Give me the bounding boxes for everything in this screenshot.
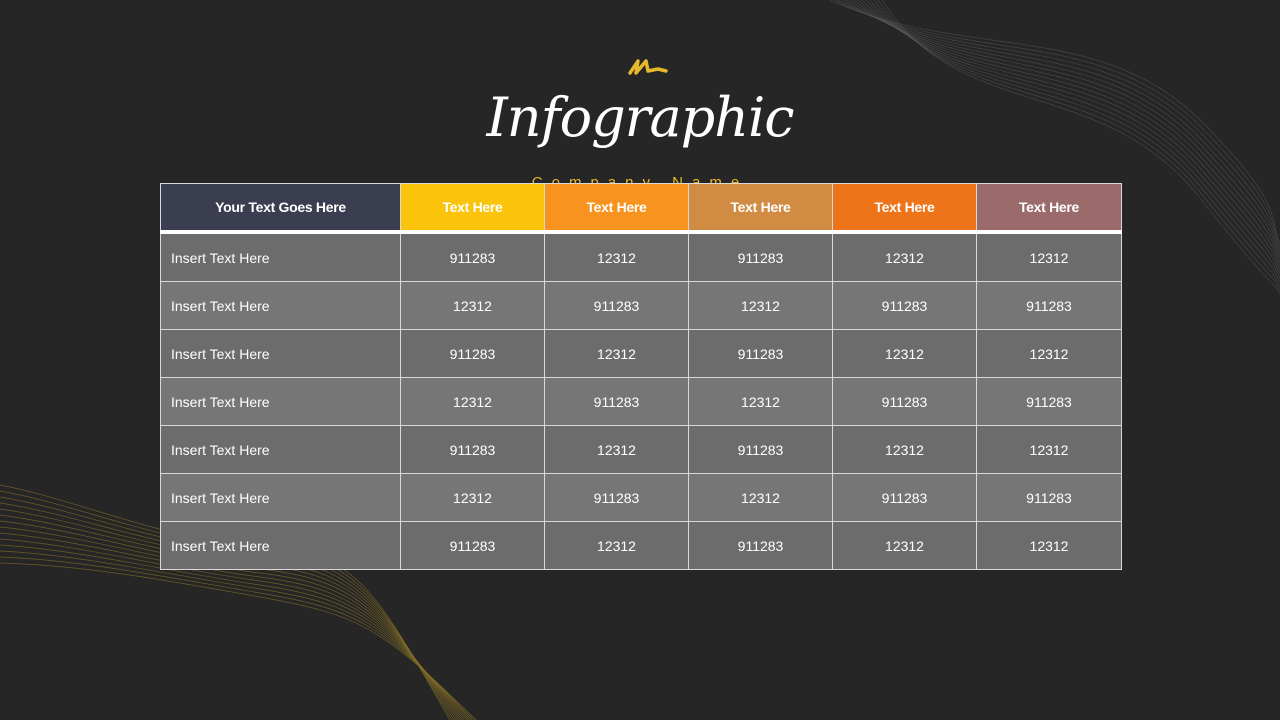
wave-line [0, 556, 475, 720]
table-cell: 911283 [976, 473, 1122, 522]
wave-line [837, 0, 1280, 252]
table-cell: 12312 [976, 329, 1122, 378]
table-cell: 12312 [832, 329, 977, 378]
wave-line [865, 0, 1280, 280]
table-cell: 911283 [400, 329, 545, 378]
column-header: Text Here [544, 183, 689, 233]
table-cell: 12312 [976, 231, 1122, 282]
table-cell: 911283 [400, 521, 545, 570]
wave-line [0, 550, 473, 720]
table-cell: 12312 [832, 425, 977, 474]
wave-line [861, 0, 1280, 276]
table-row: Insert Text Here 12312 911283 12312 911283 91… [160, 281, 1122, 330]
wave-line [869, 0, 1280, 283]
row-label: Insert Text Here [160, 473, 401, 522]
table-cell: 911283 [400, 425, 545, 474]
table-row: Insert Text Here 12312 911283 12312 911283 91… [160, 377, 1122, 426]
table-cell: 911283 [688, 231, 833, 282]
table-cell: 12312 [688, 281, 833, 330]
table-cell: 12312 [544, 231, 689, 282]
table-cell: 12312 [544, 425, 689, 474]
row-label: Insert Text Here [160, 425, 401, 474]
table-cell: 911283 [544, 377, 689, 426]
wave-line [853, 0, 1280, 268]
wave-line [829, 0, 1280, 244]
table-row: Insert Text Here 911283 12312 911283 12312 12… [160, 521, 1122, 570]
table-cell: 12312 [400, 281, 545, 330]
row-label: Insert Text Here [160, 281, 401, 330]
table-row: Insert Text Here 911283 12312 911283 12312 12… [160, 231, 1122, 282]
wave-line [833, 0, 1280, 248]
row-label: Insert Text Here [160, 329, 401, 378]
table-cell: 911283 [544, 281, 689, 330]
wave-line [881, 0, 1280, 295]
table-cell: 12312 [832, 231, 977, 282]
squiggle-icon [628, 59, 668, 75]
table-cell: 911283 [688, 521, 833, 570]
table-cell: 911283 [544, 473, 689, 522]
column-header: Text Here [400, 183, 545, 233]
table-cell: 911283 [400, 231, 545, 282]
wave-line [857, 0, 1280, 272]
data-table: Your Text Goes Here Text Here Text Here Tex… [160, 183, 1122, 570]
table-cell: 12312 [688, 377, 833, 426]
table-cell: 12312 [976, 425, 1122, 474]
table-row: Insert Text Here 911283 12312 911283 12312 12… [160, 425, 1122, 474]
wave-line [0, 538, 469, 720]
table-cell: 911283 [976, 377, 1122, 426]
page-title: Infographic [486, 86, 794, 149]
wave-line [845, 0, 1280, 260]
table-cell: 911283 [832, 473, 977, 522]
table-row: Insert Text Here 12312 911283 12312 911283 91… [160, 473, 1122, 522]
wave-line [849, 0, 1280, 264]
table-cell: 12312 [976, 521, 1122, 570]
table-cell: 12312 [688, 473, 833, 522]
table-row: Insert Text Here 911283 12312 911283 12312 12… [160, 329, 1122, 378]
table-cell: 911283 [832, 377, 977, 426]
column-header: Text Here [976, 183, 1122, 233]
wave-line [0, 526, 465, 720]
table-cell: 911283 [976, 281, 1122, 330]
wave-line [841, 0, 1280, 256]
table-cell: 12312 [400, 377, 545, 426]
table-cell: 12312 [832, 521, 977, 570]
column-header: Text Here [832, 183, 977, 233]
wave-line [0, 544, 471, 720]
wave-line [0, 562, 477, 720]
table-cell: 12312 [400, 473, 545, 522]
wave-line [877, 0, 1280, 291]
column-header: Your Text Goes Here [160, 183, 401, 233]
table-cell: 12312 [544, 521, 689, 570]
row-label: Insert Text Here [160, 521, 401, 570]
row-label: Insert Text Here [160, 231, 401, 282]
table-cell: 911283 [688, 425, 833, 474]
header-row: Your Text Goes Here Text Here Text Here Tex… [160, 183, 1122, 233]
table-cell: 911283 [832, 281, 977, 330]
wave-line [873, 0, 1280, 287]
column-header: Text Here [688, 183, 833, 233]
row-label: Insert Text Here [160, 377, 401, 426]
wave-line [0, 532, 467, 720]
table-cell: 911283 [688, 329, 833, 378]
table-cell: 12312 [544, 329, 689, 378]
